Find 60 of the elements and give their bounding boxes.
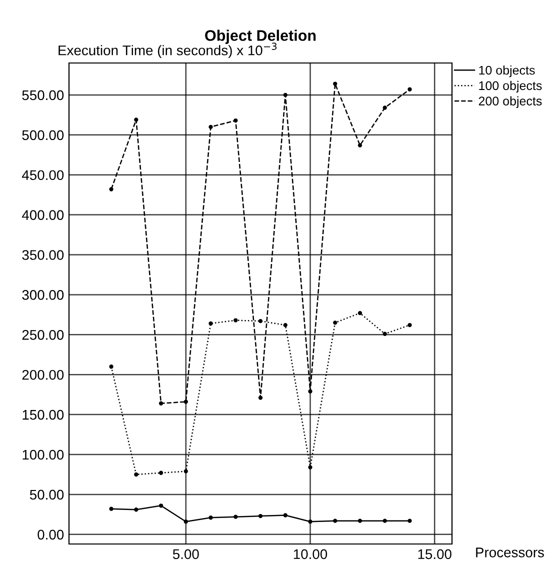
legend-label: 100 objects (479, 80, 542, 93)
chart-title: Object Deletion (205, 30, 316, 44)
y-tick-label: 550.00 (22, 90, 64, 100)
x-axis-title: Processors (476, 548, 544, 558)
point (234, 318, 238, 322)
legend-label: 10 objects (479, 66, 535, 78)
x-tick-label: 15.00 (418, 549, 452, 560)
point (283, 322, 288, 328)
point (109, 187, 114, 192)
point (109, 364, 114, 369)
point (333, 82, 338, 86)
x-tick-label: 5.00 (172, 549, 199, 560)
point (234, 118, 238, 123)
point (134, 118, 138, 122)
point (308, 465, 312, 470)
y-tick-label: 450.00 (22, 170, 64, 180)
point (184, 469, 188, 474)
point (158, 470, 164, 475)
point (408, 518, 412, 523)
point (158, 401, 164, 406)
point (208, 321, 213, 326)
y-tick-label: 350.00 (22, 250, 64, 260)
point (234, 514, 238, 519)
y-tick-label: 500.00 (22, 130, 64, 140)
point (134, 508, 138, 512)
point (134, 472, 138, 477)
point (333, 518, 338, 523)
y-tick-label: 250.00 (22, 330, 64, 340)
point (408, 87, 412, 92)
point (308, 389, 312, 394)
point (208, 516, 213, 520)
point (382, 518, 387, 523)
y-tick-label: 200.00 (22, 370, 64, 380)
point (358, 311, 362, 316)
y-tick-label: 150.00 (22, 410, 64, 420)
point (308, 520, 312, 524)
y-tick-label: 0.00 (38, 530, 64, 540)
point (283, 513, 288, 518)
y-tick-label: 400.00 (22, 210, 64, 220)
point (358, 518, 362, 523)
point (184, 400, 188, 404)
point (283, 92, 288, 98)
point (109, 506, 114, 511)
point (358, 143, 362, 148)
legend-label: 200 objects (478, 96, 542, 108)
point (408, 322, 412, 328)
point (333, 320, 338, 325)
x-tick-label: 10.00 (294, 549, 328, 560)
point (184, 520, 188, 524)
point (258, 514, 263, 518)
point (258, 396, 263, 400)
point (382, 332, 387, 336)
point (158, 504, 164, 508)
y-tick-label: 50.00 (30, 490, 64, 500)
y-tick-label: 100.00 (22, 450, 64, 460)
point (382, 106, 387, 110)
point (258, 318, 263, 324)
y-tick-label: 300.00 (22, 290, 64, 300)
point (208, 124, 213, 130)
y-axis-title: Execution Time (in seconds) x 10$^{−3}$ (58, 42, 277, 58)
